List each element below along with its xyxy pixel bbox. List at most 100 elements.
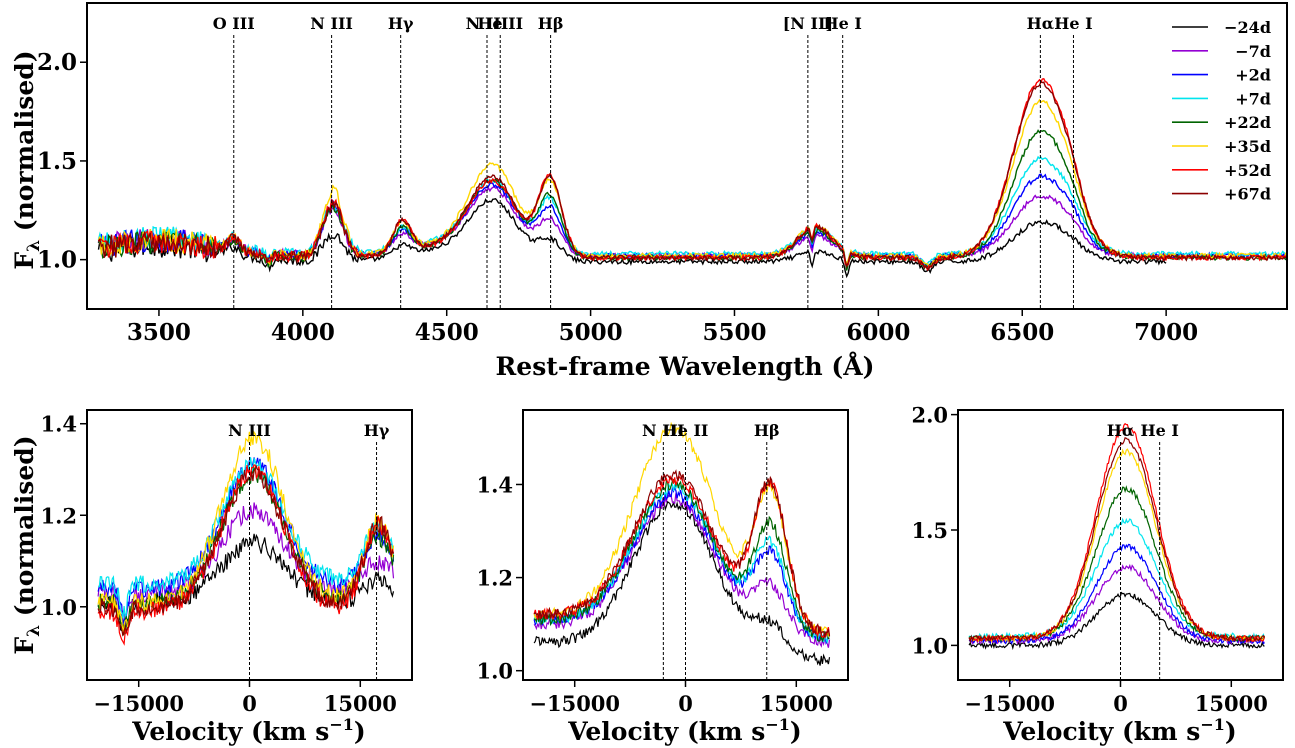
legend-label: −24d xyxy=(1224,18,1271,37)
bottom-middle-x-axis-title: Velocity (km s−1) xyxy=(567,715,801,746)
bottom-middle-x-tick-label: 0 xyxy=(678,691,693,716)
bottom-left-x-tick-label: 0 xyxy=(242,691,257,716)
top-marker-label: Hγ xyxy=(388,14,414,33)
top-x-tick-label: 6500 xyxy=(990,319,1054,346)
bottom-right-x-axis-title: Velocity (km s−1) xyxy=(1002,715,1236,746)
top-y-tick-label: 2.0 xyxy=(37,49,77,76)
bottom-right-series-line-+52d xyxy=(968,422,1266,643)
bottom-right-series-line--7d xyxy=(968,563,1265,646)
legend-label: +35d xyxy=(1224,137,1271,156)
top-y-tick-label: 1.5 xyxy=(37,148,77,175)
bottom-right-series-line-+7d xyxy=(968,517,1266,641)
top-x-tick-label: 4500 xyxy=(415,319,479,346)
bottom-middle-series-line-+22d xyxy=(533,478,830,642)
bottom-right-series-line--24d xyxy=(968,591,1265,651)
bottom-right-y-tick-label: 1.0 xyxy=(911,633,948,658)
bottom-right-plot-frame xyxy=(957,409,1284,681)
bottom-middle-x-tick-label: −15000 xyxy=(529,691,620,716)
bottom-left-axes: −15000 0 15000 1.0 1.2 1.4 xyxy=(40,412,396,716)
bottom-right-panel: Hα He I −15000 0 15000 1.0 1.5 2.0 Velocity (k… xyxy=(911,403,1284,746)
bottom-left-y-tick-label: 1.2 xyxy=(40,503,77,528)
top-series-line-+52d xyxy=(97,78,1287,272)
bottom-middle-y-tick-label: 1.2 xyxy=(476,566,513,591)
top-y-tick-label: 1.0 xyxy=(37,247,77,274)
bottom-left-series-line-+7d xyxy=(98,457,395,619)
bottom-right-y-tick-label: 2.0 xyxy=(911,403,948,428)
bottom-middle-marker-label: Hβ xyxy=(754,421,780,440)
top-series-line--24d xyxy=(97,198,1167,279)
bottom-middle-marker-label: N III xyxy=(642,421,685,440)
bottom-middle-series-line--7d xyxy=(533,491,831,648)
bottom-left-y-tick-label: 1.4 xyxy=(40,412,77,437)
bottom-middle-marker-label: He II xyxy=(663,421,709,440)
bottom-left-y-tick-label: 1.0 xyxy=(40,595,77,620)
bottom-middle-axes: −15000 0 15000 1.0 1.2 1.4 xyxy=(476,472,832,716)
bottom-left-series-line--7d xyxy=(97,502,395,626)
legend-label: +2d xyxy=(1235,66,1271,85)
bottom-middle-y-tick-label: 1.4 xyxy=(476,472,513,497)
bottom-middle-series-line--24d xyxy=(533,500,831,666)
bottom-right-series-line-+2d xyxy=(968,543,1265,646)
bottom-right-series-line-+22d xyxy=(968,485,1266,644)
bottom-right-x-tick-label: −15000 xyxy=(964,691,1055,716)
bottom-left-x-axis-title: Velocity (km s−1) xyxy=(131,715,365,746)
top-plot-frame xyxy=(86,2,1288,310)
bottom-middle-series-line-+67d xyxy=(533,469,831,638)
bottom-middle-y-tick-label: 1.0 xyxy=(476,659,513,684)
top-x-tick-label: 5000 xyxy=(559,319,623,346)
top-marker-label: O III xyxy=(213,14,255,33)
top-x-axis-title: Rest-frame Wavelength (Å) xyxy=(496,352,875,381)
bottom-right-marker-label: Hα xyxy=(1107,421,1134,440)
bottom-right-series-line-+67d xyxy=(968,436,1265,644)
bottom-middle-plot-frame xyxy=(522,409,849,681)
legend-label: +7d xyxy=(1235,89,1271,108)
legend-label: −7d xyxy=(1235,42,1271,61)
top-marker-label: N III xyxy=(310,14,353,33)
bottom-right-axes: −15000 0 15000 1.0 1.5 2.0 xyxy=(911,403,1267,716)
bottom-right-y-tick-label: 1.5 xyxy=(911,518,948,543)
top-marker-label: Hβ xyxy=(538,14,564,33)
bottom-left-series-line-+52d xyxy=(97,464,395,646)
top-marker-label: He I xyxy=(824,14,862,33)
bottom-left-x-tick-label: 15000 xyxy=(324,691,397,716)
bottom-middle-series-line-+2d xyxy=(533,486,831,645)
bottom-left-marker-label: Hγ xyxy=(364,421,390,440)
bottom-left-y-axis-title: Fλ (normalised) xyxy=(10,435,44,654)
legend: −24d −7d +2d +7d +22d +35d +52d +67d xyxy=(1172,18,1271,204)
bottom-left-series-line-+35d xyxy=(97,430,395,634)
bottom-right-x-tick-label: 0 xyxy=(1113,691,1128,716)
legend-label: +22d xyxy=(1224,113,1271,132)
top-marker-label: N III xyxy=(466,14,509,33)
bottom-middle-x-tick-label: 15000 xyxy=(760,691,833,716)
top-series-line-+35d xyxy=(97,98,1287,267)
top-marker-label: [N II] xyxy=(783,14,833,33)
top-y-axis-title: Fλ (normalised) xyxy=(10,50,44,269)
bottom-right-marker-label: He I xyxy=(1140,421,1178,440)
bottom-left-series-line-+67d xyxy=(97,464,395,636)
top-x-tick-label: 5500 xyxy=(702,319,766,346)
top-x-tick-label: 3500 xyxy=(127,319,191,346)
top-x-tick-label: 4000 xyxy=(271,319,335,346)
bottom-middle-series-group xyxy=(533,421,831,666)
bottom-left-line-markers: N III Hγ xyxy=(228,421,390,680)
top-x-tick-label: 7000 xyxy=(1134,319,1198,346)
bottom-right-line-markers: Hα He I xyxy=(1107,421,1179,680)
top-series-group xyxy=(97,78,1287,279)
top-marker-label: Hα xyxy=(1027,14,1054,33)
top-marker-label: He II xyxy=(477,14,523,33)
bottom-left-x-tick-label: −15000 xyxy=(93,691,184,716)
bottom-right-series-line-+35d xyxy=(968,448,1266,644)
bottom-right-x-tick-label: 15000 xyxy=(1195,691,1268,716)
bottom-left-plot-frame xyxy=(86,409,413,681)
top-series-line-+67d xyxy=(98,80,1287,271)
top-axes: 3500 4000 4500 5000 5500 6000 6500 7000 1.0 1.5 2.… xyxy=(37,49,1198,346)
legend-label: +52d xyxy=(1224,161,1271,180)
bottom-left-series-group xyxy=(97,430,395,646)
top-marker-label: He I xyxy=(1054,14,1092,33)
bottom-right-series-group xyxy=(968,422,1266,651)
